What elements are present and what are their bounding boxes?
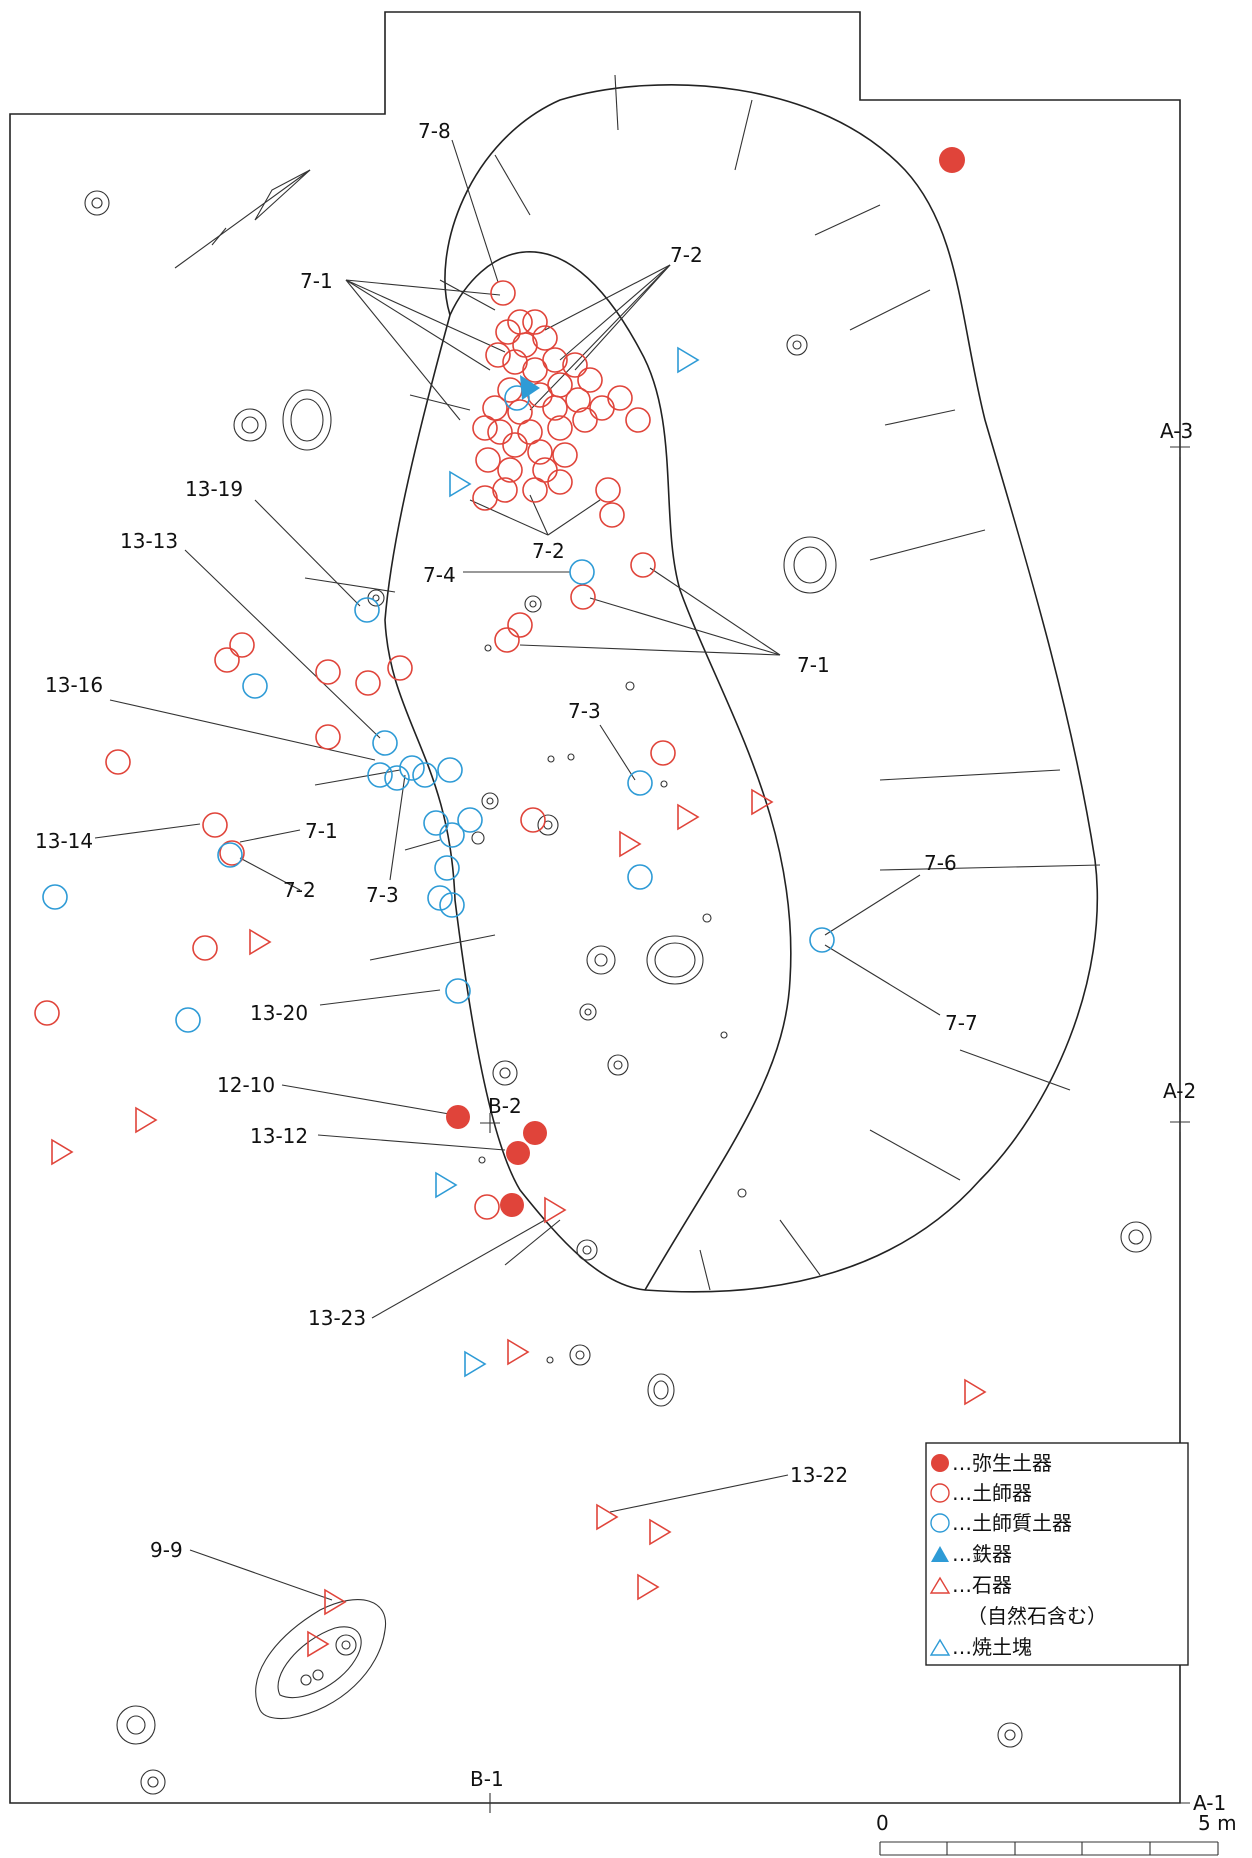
legend-yayoi-label: …弥生土器 (952, 1451, 1052, 1475)
map-labels: 7-8 7-1 7-2 13-19 13-13 7-2 7-4 7-1 13-1… (35, 119, 1226, 1815)
label-13-16: 13-16 (45, 673, 103, 697)
pit-inner-line (449, 251, 792, 1291)
label-7-3-mid: 7-3 (568, 699, 601, 723)
label-13-12: 13-12 (250, 1124, 308, 1148)
label-a-3: A-3 (1160, 419, 1193, 443)
label-13-23: 13-23 (308, 1306, 366, 1330)
legend-yayoi-icon (931, 1454, 949, 1472)
legend-hajishitsu-label: …土師質土器 (952, 1511, 1072, 1535)
legend-box (925, 1442, 1189, 1666)
label-a-1: A-1 (1193, 1791, 1226, 1815)
label-13-22: 13-22 (790, 1463, 848, 1487)
label-b-2: B-2 (488, 1094, 522, 1118)
legend-tekki-label: …鉄器 (952, 1542, 1012, 1566)
label-7-1-left: 7-1 (305, 819, 338, 843)
slope-hachures (304, 74, 1101, 1291)
post-holes (84, 190, 1152, 1795)
scale-end-label: 5 m (1198, 1811, 1237, 1835)
main-pit-outline (384, 84, 1099, 1293)
label-7-2-mid: 7-2 (532, 539, 565, 563)
label-13-14: 13-14 (35, 829, 93, 853)
scale-bar: 0 5 m (876, 1811, 1237, 1856)
legend-sekki-note: （自然石含む） (967, 1604, 1107, 1628)
yayoi-markers (446, 147, 965, 1217)
legend-shodo-label: …焼土塊 (952, 1635, 1032, 1659)
hajishitsu-markers (42, 385, 835, 1033)
legend-hajiki-label: …土師器 (952, 1481, 1032, 1505)
north-arrow-icon (174, 169, 311, 269)
pit-feature-9-9 (255, 1599, 387, 1720)
tekki-marker (520, 375, 540, 400)
label-a-2: A-2 (1163, 1079, 1196, 1103)
label-7-6: 7-6 (924, 851, 957, 875)
label-7-8: 7-8 (418, 119, 451, 143)
label-13-20: 13-20 (250, 1001, 308, 1025)
shodo-markers (435, 346, 700, 1378)
leader-lines (94, 139, 941, 1601)
scale-start-label: 0 (876, 1811, 889, 1835)
label-13-13: 13-13 (120, 529, 178, 553)
legend-sekki-icon (929, 1576, 951, 1594)
label-7-2-left: 7-2 (283, 878, 316, 902)
label-9-9: 9-9 (150, 1538, 183, 1562)
label-13-19: 13-19 (185, 477, 243, 501)
hajiki-markers (34, 280, 676, 1220)
legend-shodo-icon (929, 1638, 951, 1656)
grid-markers (480, 437, 1190, 1813)
legend-tekki-icon (931, 1546, 949, 1562)
label-7-3-left: 7-3 (366, 883, 399, 907)
legend-hajishitsu-icon (930, 1513, 950, 1533)
label-7-7: 7-7 (945, 1011, 978, 1035)
label-7-4: 7-4 (423, 563, 456, 587)
label-7-2-top: 7-2 (670, 243, 703, 267)
label-7-1-top: 7-1 (300, 269, 333, 293)
excavation-boundary (9, 11, 1181, 1804)
label-b-1: B-1 (470, 1767, 504, 1791)
label-12-10: 12-10 (217, 1073, 275, 1097)
legend-hajiki-icon (930, 1483, 950, 1503)
sekki-markers (51, 788, 987, 1658)
label-7-1-right: 7-1 (797, 653, 830, 677)
legend-sekki-label: …石器 (952, 1573, 1012, 1597)
legend: …弥生土器 …土師器 …土師質土器 …鉄器 …石器 （自然石含む） …焼土塊 (925, 1442, 1189, 1666)
